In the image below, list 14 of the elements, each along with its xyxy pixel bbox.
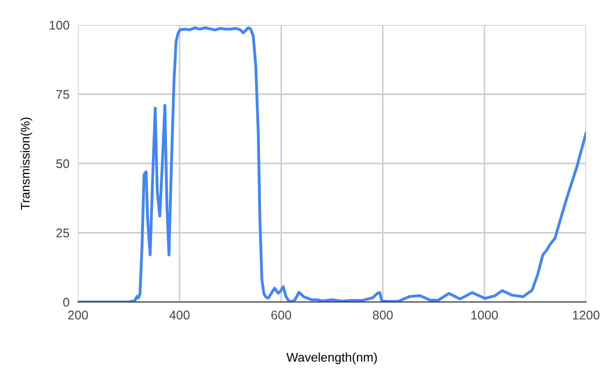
y-tick-label: 75 — [56, 90, 70, 99]
line-series — [78, 26, 586, 302]
x-tick-label: 1000 — [471, 310, 498, 320]
x-axis-title: Wavelength(nm) — [286, 352, 377, 364]
x-tick-label: 600 — [271, 310, 292, 320]
y-tick-label: 0 — [63, 298, 70, 307]
y-tick-label: 50 — [56, 159, 70, 168]
x-tick-label: 200 — [68, 310, 88, 320]
y-tick-label: 25 — [56, 228, 70, 238]
y-axis-title: Transmission(%) — [20, 118, 32, 210]
x-tick-label: 400 — [169, 310, 190, 320]
x-tick-label: 800 — [372, 310, 393, 320]
y-tick-label: 100 — [50, 20, 70, 30]
x-tick-label: 1200 — [573, 310, 600, 320]
